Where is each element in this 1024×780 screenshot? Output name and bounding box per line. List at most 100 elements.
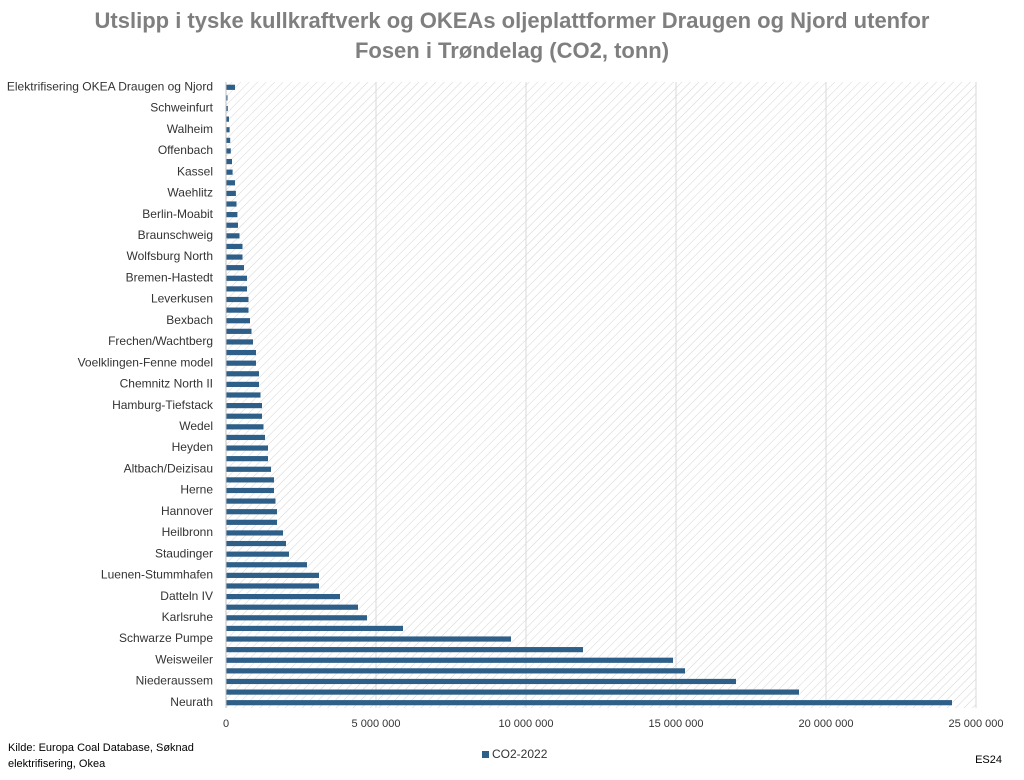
bar bbox=[226, 477, 274, 483]
bar bbox=[226, 583, 319, 589]
bar bbox=[226, 286, 247, 292]
bar bbox=[226, 318, 250, 324]
y-tick-label: Braunschweig bbox=[138, 228, 213, 242]
bar bbox=[226, 625, 403, 632]
y-tick-label: Frechen/Wachtberg bbox=[108, 334, 213, 348]
y-tick-label: Waehlitz bbox=[167, 186, 213, 200]
bar bbox=[226, 615, 367, 621]
y-tick-label: Wedel bbox=[179, 419, 213, 433]
source-note: Kilde: Europa Coal Database, Søknad elek… bbox=[8, 742, 194, 770]
bar bbox=[226, 530, 283, 536]
bar bbox=[226, 498, 276, 504]
plot-area bbox=[226, 82, 976, 708]
bar bbox=[226, 201, 237, 207]
bar bbox=[226, 243, 243, 250]
x-tick-label: 20 000 000 bbox=[798, 718, 853, 730]
bar bbox=[226, 169, 233, 175]
bar bbox=[226, 392, 261, 398]
y-tick-label: Leverkusen bbox=[151, 292, 213, 306]
bar bbox=[226, 212, 238, 218]
bar bbox=[226, 456, 268, 462]
y-tick-label: Walheim bbox=[167, 122, 213, 136]
bar bbox=[226, 137, 231, 143]
bar bbox=[226, 180, 235, 186]
x-tick-label: 5 000 000 bbox=[352, 718, 401, 730]
legend-swatch bbox=[482, 751, 489, 758]
bar bbox=[226, 381, 259, 387]
bar bbox=[226, 551, 289, 557]
bar bbox=[226, 604, 358, 610]
y-tick-label: Altbach/Deizisau bbox=[124, 461, 213, 475]
bar bbox=[226, 487, 274, 494]
bar bbox=[226, 466, 271, 472]
y-tick-label: Voelklingen-Fenne model bbox=[78, 355, 213, 369]
bar bbox=[226, 328, 252, 334]
x-tick-label: 15 000 000 bbox=[648, 718, 703, 730]
y-tick-label: Neurath bbox=[170, 695, 213, 709]
y-tick-label: Schweinfurt bbox=[150, 101, 213, 115]
bar bbox=[226, 116, 229, 122]
bar bbox=[226, 339, 253, 345]
bar bbox=[226, 265, 244, 271]
legend-label: CO2-2022 bbox=[492, 747, 548, 761]
x-tick-label: 10 000 000 bbox=[498, 718, 553, 730]
bar bbox=[226, 434, 265, 441]
bar bbox=[226, 95, 228, 101]
bar bbox=[226, 593, 340, 600]
bar bbox=[226, 403, 262, 409]
bar bbox=[226, 678, 736, 685]
y-tick-label: Elektrifisering OKEA Draugen og Njord bbox=[7, 79, 213, 93]
y-tick-label: Bexbach bbox=[166, 313, 213, 327]
x-tick-label: 0 bbox=[223, 718, 229, 730]
y-tick-label: Niederaussem bbox=[136, 674, 213, 688]
bar bbox=[226, 647, 583, 653]
bar bbox=[226, 254, 243, 260]
chart-title: Utslipp i tyske kullkraftverk og OKEAs o… bbox=[94, 8, 930, 63]
y-tick-label: Wolfsburg North bbox=[127, 249, 213, 263]
bar bbox=[226, 445, 268, 451]
bar bbox=[226, 296, 249, 303]
bar bbox=[226, 222, 238, 228]
y-tick-label: Karlsruhe bbox=[162, 610, 214, 624]
y-tick-label: Kassel bbox=[177, 164, 213, 178]
y-tick-label: Heilbronn bbox=[162, 525, 213, 539]
y-tick-label: Staudinger bbox=[155, 546, 213, 560]
bar bbox=[226, 562, 307, 568]
bar bbox=[226, 371, 259, 377]
bar bbox=[226, 668, 685, 674]
bar bbox=[226, 105, 228, 112]
y-tick-label: Hannover bbox=[161, 504, 213, 518]
bar bbox=[226, 689, 799, 695]
bar bbox=[226, 233, 240, 239]
bar bbox=[226, 424, 264, 430]
y-tick-label: Chemnitz North II bbox=[120, 377, 213, 391]
y-tick-label: Bremen-Hastedt bbox=[126, 270, 214, 284]
bar bbox=[226, 349, 256, 356]
bar bbox=[226, 700, 952, 706]
y-tick-label: Hamburg-Tiefstack bbox=[112, 398, 214, 412]
bar bbox=[226, 636, 511, 642]
y-tick-label: Luenen-Stummhafen bbox=[101, 568, 213, 582]
bar bbox=[226, 127, 230, 133]
bar bbox=[226, 509, 277, 515]
bar bbox=[226, 307, 249, 313]
bar bbox=[226, 275, 247, 281]
bar bbox=[226, 190, 236, 197]
y-tick-label: Berlin-Moabit bbox=[142, 207, 213, 221]
y-tick-label: Datteln IV bbox=[160, 589, 213, 603]
bar bbox=[226, 84, 235, 90]
bar bbox=[226, 158, 232, 165]
y-tick-label: Weisweiler bbox=[155, 652, 213, 666]
bar bbox=[226, 572, 319, 578]
bar bbox=[226, 360, 256, 366]
y-tick-label: Offenbach bbox=[158, 143, 213, 157]
y-tick-label: Heyden bbox=[172, 440, 213, 454]
tag: ES24 bbox=[975, 754, 1002, 766]
bar bbox=[226, 148, 231, 154]
y-tick-label: Herne bbox=[180, 483, 213, 497]
bar bbox=[226, 519, 277, 525]
bar bbox=[226, 657, 673, 663]
